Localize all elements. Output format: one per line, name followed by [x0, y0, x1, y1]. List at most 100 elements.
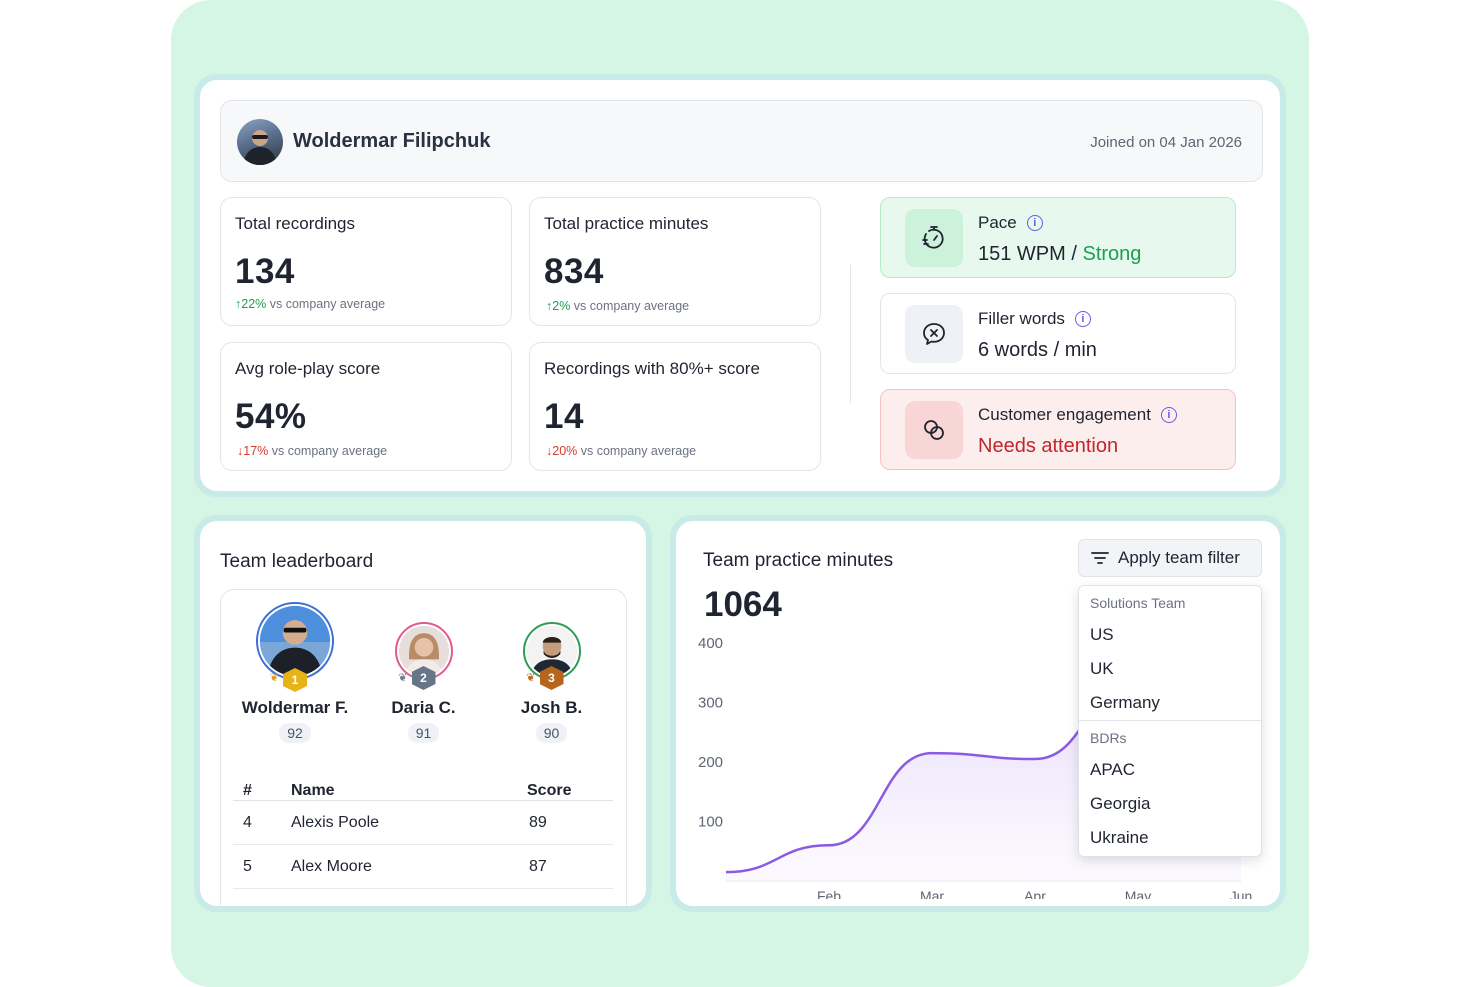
vertical-divider: [850, 265, 851, 403]
speech-x-icon: [905, 305, 963, 363]
delta-suffix: vs company average: [570, 299, 690, 313]
delta-percent: 2%: [552, 299, 571, 313]
stat-delta: ↓20% vs company average: [546, 444, 696, 458]
arrow-down-icon: ↓: [237, 444, 244, 458]
podium-third[interactable]: ❦❦ 3 Josh B. 90: [498, 622, 605, 743]
filter-button-label: Apply team filter: [1118, 548, 1240, 567]
pace-value: 151 WPM /: [978, 243, 1083, 265]
stat-card-total-practice-minutes: Total practice minutes 834 ↑2% vs compan…: [529, 197, 821, 326]
podium-second[interactable]: ❦❦ 2 Daria C. 91: [370, 622, 477, 743]
arrow-down-icon: ↓: [546, 444, 553, 458]
delta-percent: 20%: [552, 444, 578, 458]
y-tick-label: 300: [698, 695, 723, 712]
column-header-rank: #: [243, 782, 252, 799]
table-header: # Name Score: [233, 768, 613, 801]
info-icon[interactable]: i: [1074, 311, 1091, 327]
metric-label: Filler words: [978, 309, 1065, 328]
stat-delta: ↓17% vs company average: [237, 444, 387, 458]
delta-suffix: vs company average: [268, 444, 388, 458]
stat-card-recordings-80-plus: Recordings with 80%+ score 14 ↓20% vs co…: [529, 342, 821, 471]
avatar: ❦❦ 1: [256, 602, 334, 692]
metric-value: 151 WPM / Strong: [978, 243, 1141, 266]
x-axis: Feb Mar Apr May Jun: [817, 888, 1252, 899]
link-rings-icon: [905, 401, 963, 459]
row-rank: 5: [243, 857, 252, 875]
row-rank: 4: [243, 813, 252, 831]
dropdown-item-georgia[interactable]: Georgia: [1090, 794, 1151, 813]
stat-value: 134: [235, 252, 295, 291]
metric-label: Pace: [978, 213, 1017, 232]
table-row[interactable]: 5 Alex Moore 87: [233, 845, 613, 889]
y-tick-label: 200: [698, 754, 723, 771]
stat-label: Total recordings: [235, 214, 356, 233]
metric-value: 6 words / min: [978, 339, 1097, 361]
profile-name: Woldermar Filipchuk: [293, 130, 491, 152]
delta-percent: 17%: [243, 444, 269, 458]
stat-label: Recordings with 80%+ score: [544, 359, 760, 378]
row-score: 89: [529, 813, 547, 831]
dropdown-item-germany[interactable]: Germany: [1090, 693, 1160, 712]
row-score: 87: [529, 857, 547, 875]
dropdown-item-ukraine[interactable]: Ukraine: [1090, 828, 1149, 847]
info-icon[interactable]: i: [1026, 215, 1043, 231]
delta-suffix: vs company average: [577, 444, 697, 458]
practice-title: Team practice minutes: [703, 550, 894, 571]
arrow-up-icon: ↑: [235, 297, 242, 311]
x-tick-label: May: [1125, 888, 1151, 899]
metric-card-customer-engagement: Customer engagement i Needs attention: [880, 389, 1236, 470]
metric-card-pace: Pace i 151 WPM / Strong: [880, 197, 1236, 278]
engagement-status: Needs attention: [978, 435, 1119, 457]
y-tick-label: 100: [698, 814, 723, 831]
metric-label: Customer engagement: [978, 405, 1151, 424]
leaderboard-title: Team leaderboard: [220, 551, 374, 572]
rank-medal: 2: [411, 666, 436, 690]
avatar: [237, 119, 283, 165]
dropdown-item-us[interactable]: US: [1090, 625, 1114, 644]
x-tick-label: Feb: [817, 888, 841, 899]
arrow-up-icon: ↑: [546, 299, 553, 313]
stat-card-total-recordings: Total recordings 134 ↑22% vs company ave…: [220, 197, 512, 326]
y-tick-label: 400: [698, 635, 723, 652]
team-filter-dropdown: Solutions Team US UK Germany BDRs APAC G…: [1078, 585, 1262, 857]
stat-label: Avg role-play score: [235, 359, 381, 378]
table-row[interactable]: 4 Alexis Poole 89: [233, 801, 613, 845]
team-practice-minutes-panel: Team practice minutes 1064 100 200 300 400 …: [670, 515, 1286, 912]
dropdown-group-label: Solutions Team: [1090, 595, 1186, 611]
stat-card-avg-roleplay-score: Avg role-play score 54% ↓17% vs company …: [220, 342, 512, 471]
stat-value: 834: [544, 252, 604, 291]
leaderboard-box: ❦❦ 1 Woldermar F. 92: [220, 589, 627, 906]
avatar-photo: [259, 605, 331, 677]
apply-team-filter-button[interactable]: Apply team filter: [1078, 539, 1262, 577]
dropdown-item-uk[interactable]: UK: [1090, 659, 1114, 678]
podium-first[interactable]: ❦❦ 1 Woldermar F. 92: [235, 602, 355, 743]
x-tick-label: Apr: [1024, 888, 1046, 899]
column-header-name: Name: [291, 782, 335, 799]
stat-delta: ↑22% vs company average: [235, 297, 385, 311]
stat-value: 14: [544, 397, 584, 436]
avatar: ❦❦ 2: [394, 622, 453, 690]
podium-name: Daria C.: [391, 698, 456, 717]
stat-label: Total practice minutes: [544, 214, 709, 233]
stat-delta: ↑2% vs company average: [546, 299, 689, 313]
rank-medal: 3: [539, 666, 564, 690]
joined-date: Joined on 04 Jan 2026: [1090, 134, 1242, 151]
podium-score: 90: [535, 723, 568, 743]
metric-card-filler-words: Filler words i 6 words / min: [880, 293, 1236, 374]
podium-name: Josh B.: [520, 698, 583, 717]
column-header-score: Score: [527, 782, 572, 799]
y-axis: 100 200 300 400: [698, 635, 723, 831]
row-name: Alexis Poole: [291, 813, 380, 831]
x-tick-label: Mar: [920, 888, 944, 899]
info-icon[interactable]: i: [1160, 407, 1177, 423]
rank-medal: 1: [283, 668, 307, 692]
profile-header: Woldermar Filipchuk Joined on 04 Jan 202…: [220, 100, 1263, 182]
podium-name: Woldermar F.: [241, 698, 349, 717]
leaderboard-table: # Name Score 4 Alexis Poole 89 5 Alex Mo…: [233, 768, 613, 889]
avatar: ❦❦ 3: [522, 622, 581, 690]
podium-score: 91: [407, 723, 440, 743]
profile-overview-panel: Woldermar Filipchuk Joined on 04 Jan 202…: [194, 74, 1286, 497]
row-name: Alex Moore: [291, 857, 372, 875]
podium-score: 92: [279, 723, 311, 743]
pace-status: Strong: [1082, 243, 1142, 265]
dropdown-item-apac[interactable]: APAC: [1090, 760, 1136, 779]
